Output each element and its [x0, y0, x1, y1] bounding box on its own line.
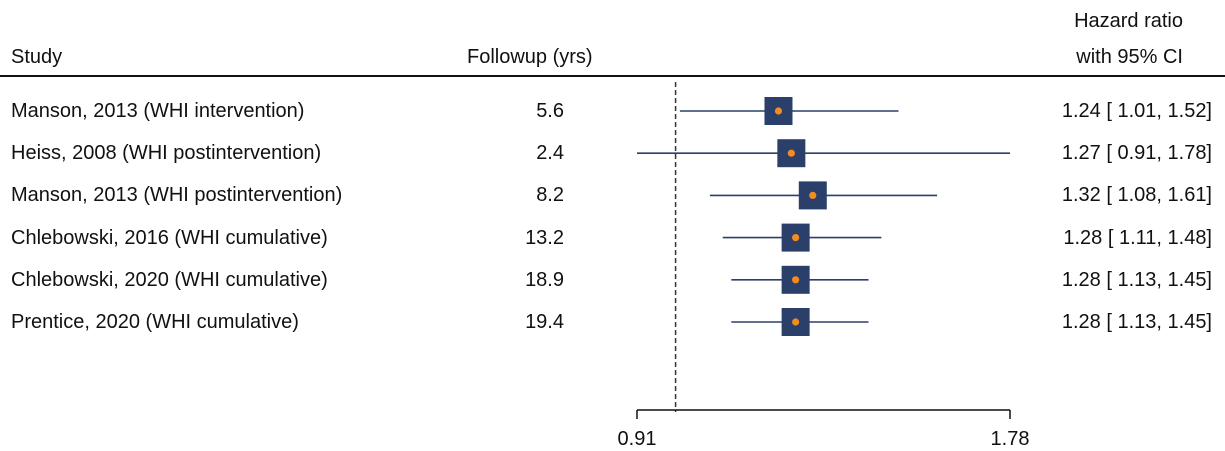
header-effect-line1: Hazard ratio — [1074, 10, 1183, 32]
point-estimate — [792, 318, 800, 326]
header-divider — [0, 75, 1225, 77]
study-label: Heiss, 2008 (WHI postintervention) — [11, 142, 322, 165]
study-label: Chlebowski, 2016 (WHI cumulative) — [11, 226, 328, 249]
header-effect-line2: with 95% CI — [1076, 46, 1183, 68]
x-tick-label: 0.91 — [617, 428, 657, 450]
hazard-ratio-ci: 1.32 [ 1.08, 1.61] — [1061, 184, 1212, 207]
followup-value: 2.4 — [536, 142, 564, 165]
study-label: Prentice, 2020 (WHI cumulative) — [11, 311, 299, 333]
header-study: Study — [11, 46, 63, 68]
followup-value: 18.9 — [525, 268, 564, 291]
point-estimate — [792, 276, 800, 284]
study-label: Manson, 2013 (WHI intervention) — [11, 100, 305, 122]
followup-value: 19.4 — [525, 311, 564, 333]
hazard-ratio-ci: 1.28 [ 1.13, 1.45] — [1061, 268, 1212, 291]
point-estimate — [787, 149, 795, 157]
header-followup: Followup (yrs) — [467, 46, 593, 68]
followup-value: 5.6 — [536, 100, 564, 122]
hazard-ratio-ci: 1.24 [ 1.01, 1.52] — [1061, 100, 1212, 122]
hazard-ratio-ci: 1.28 [ 1.13, 1.45] — [1061, 311, 1212, 333]
point-estimate — [792, 234, 800, 242]
point-estimate — [809, 191, 817, 199]
hazard-ratio-ci: 1.28 [ 1.11, 1.48] — [1063, 226, 1212, 249]
study-label: Chlebowski, 2020 (WHI cumulative) — [11, 268, 328, 291]
point-estimate — [774, 107, 783, 115]
followup-value: 13.2 — [525, 226, 564, 249]
followup-value: 8.2 — [536, 184, 564, 207]
study-label: Manson, 2013 (WHI postintervention) — [11, 184, 343, 207]
x-tick-label: 1.78 — [990, 428, 1030, 450]
hazard-ratio-ci: 1.27 [ 0.91, 1.78] — [1061, 142, 1212, 165]
